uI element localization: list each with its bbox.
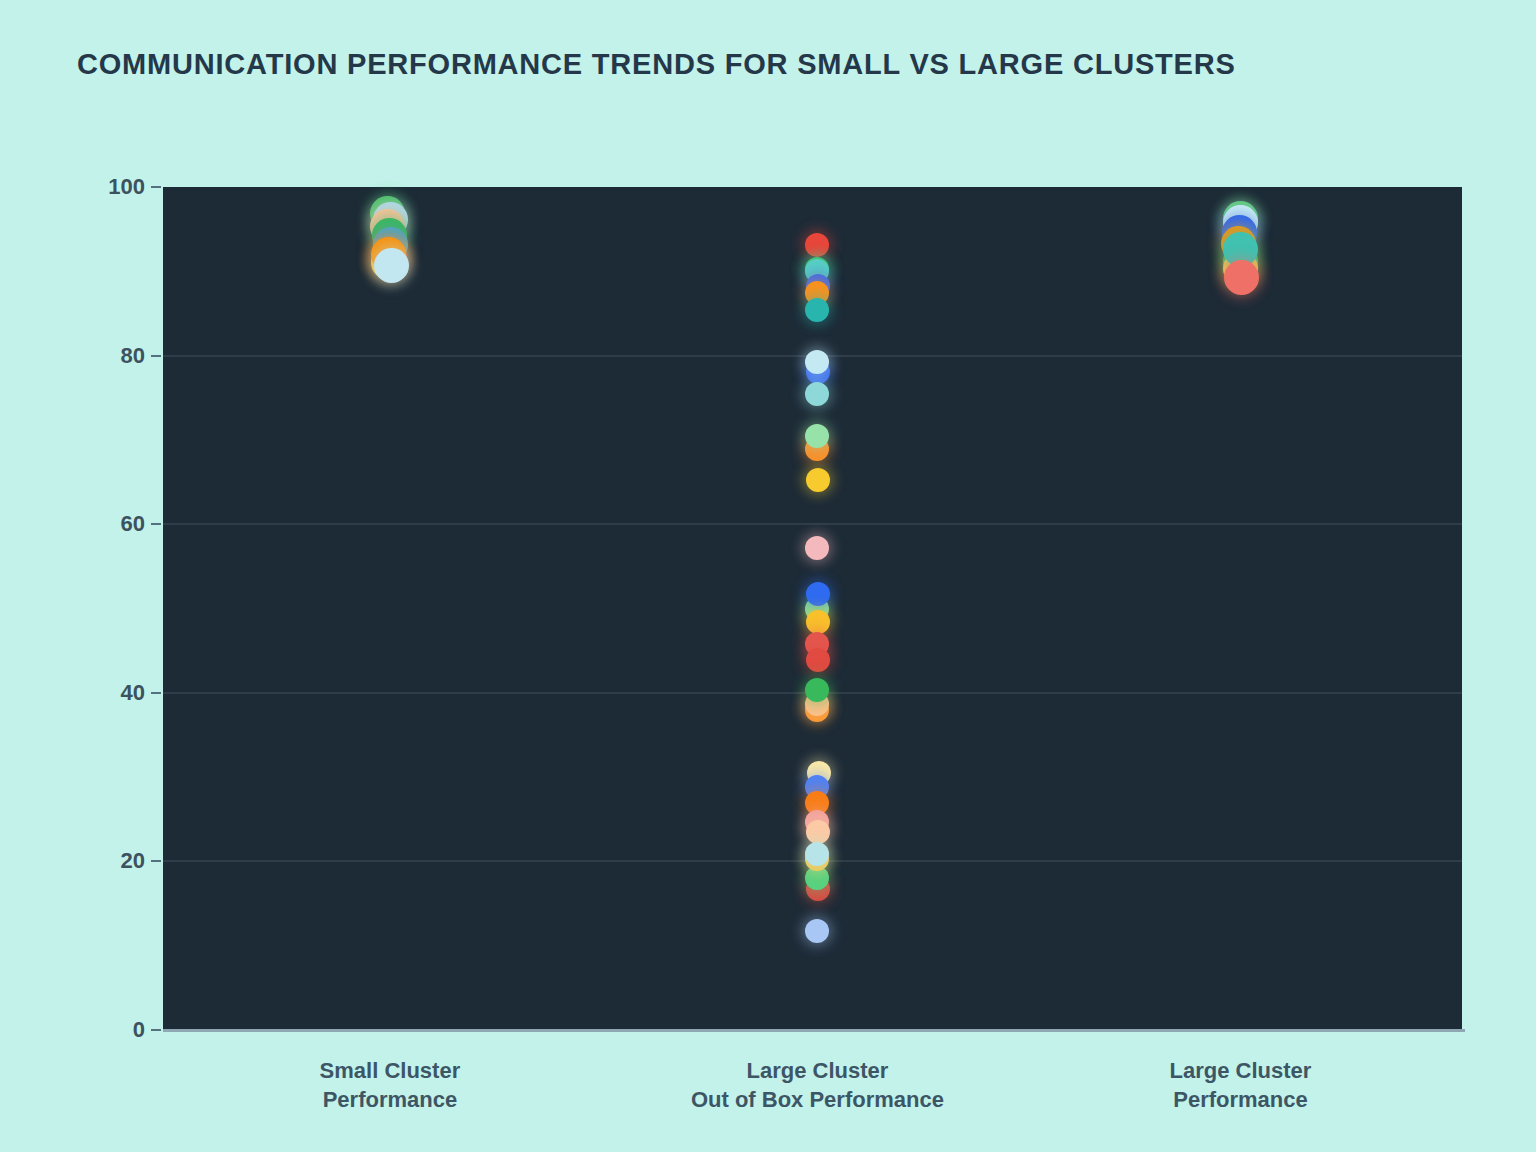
y-tick-0: [151, 1029, 161, 1031]
x-category-label-line: Performance: [1071, 1085, 1411, 1114]
data-point: [1224, 260, 1259, 295]
y-tick-80: [151, 355, 161, 357]
y-tick-40: [151, 692, 161, 694]
data-point: [805, 350, 829, 374]
y-tick-label-80: 80: [85, 343, 145, 369]
data-point: [805, 424, 829, 448]
x-category-label-1: Small ClusterPerformance: [220, 1056, 560, 1114]
x-category-label-line: Small Cluster: [220, 1056, 560, 1085]
x-category-label-line: Out of Box Performance: [647, 1085, 987, 1114]
x-category-label-line: Large Cluster: [647, 1056, 987, 1085]
chart-title: COMMUNICATION PERFORMANCE TRENDS FOR SMA…: [77, 48, 1477, 81]
x-category-label-2: Large ClusterOut of Box Performance: [647, 1056, 987, 1114]
x-category-label-3: Large ClusterPerformance: [1071, 1056, 1411, 1114]
y-tick-label-40: 40: [85, 680, 145, 706]
y-tick-label-20: 20: [85, 848, 145, 874]
x-category-label-line: Performance: [220, 1085, 560, 1114]
y-tick-60: [151, 523, 161, 525]
y-tick-label-100: 100: [85, 174, 145, 200]
data-point: [805, 919, 829, 943]
y-tick-label-60: 60: [85, 511, 145, 537]
y-tick-20: [151, 860, 161, 862]
x-category-label-line: Large Cluster: [1071, 1056, 1411, 1085]
y-tick-100: [151, 186, 161, 188]
y-tick-label-0: 0: [85, 1017, 145, 1043]
data-point: [806, 468, 830, 492]
gridline-y-60: [163, 523, 1462, 525]
x-axis-line: [163, 1029, 1465, 1032]
